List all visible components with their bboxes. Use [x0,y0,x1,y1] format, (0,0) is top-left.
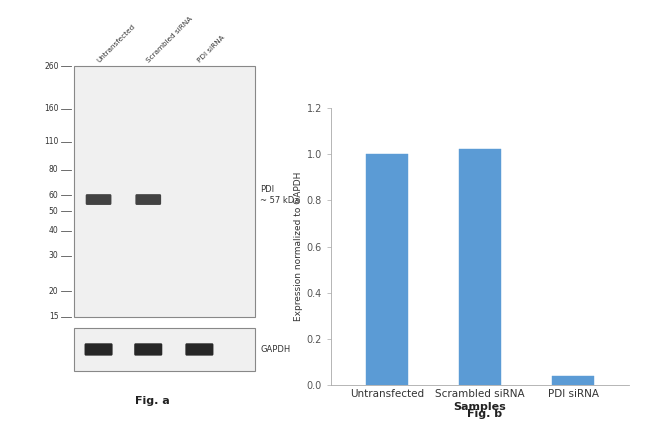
Text: 260: 260 [44,62,58,71]
FancyBboxPatch shape [86,194,111,205]
FancyBboxPatch shape [84,343,112,356]
Text: PDI
~ 57 kDa: PDI ~ 57 kDa [260,184,300,205]
Text: 50: 50 [49,207,58,216]
FancyBboxPatch shape [135,194,161,205]
Text: 40: 40 [49,226,58,235]
FancyBboxPatch shape [73,66,255,317]
Y-axis label: Expression normalized to GAPDH: Expression normalized to GAPDH [294,172,302,321]
Text: 110: 110 [44,137,58,146]
Text: Fig. b: Fig. b [467,410,502,419]
Text: Scrambled siRNA: Scrambled siRNA [146,15,194,63]
FancyBboxPatch shape [73,328,255,371]
FancyBboxPatch shape [185,343,213,356]
Text: 15: 15 [49,312,58,321]
Text: PDI siRNA: PDI siRNA [196,34,226,63]
Bar [552,376,594,385]
Text: 60: 60 [49,190,58,199]
Text: 80: 80 [49,165,58,174]
Text: Untransfected: Untransfected [96,23,136,63]
Text: GAPDH: GAPDH [260,345,291,354]
Text: 30: 30 [49,251,58,260]
Bar [459,149,501,385]
FancyBboxPatch shape [134,343,162,356]
Bar [366,154,408,385]
Text: 20: 20 [49,287,58,296]
Text: 160: 160 [44,104,58,113]
Text: Fig. a: Fig. a [135,396,170,406]
X-axis label: Samples: Samples [454,402,506,412]
